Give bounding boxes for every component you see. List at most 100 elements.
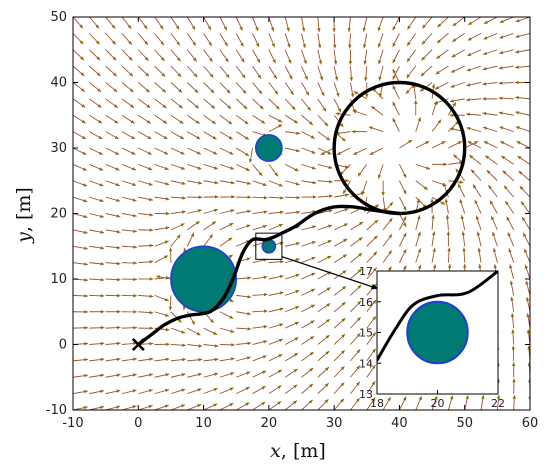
field-arrow-head (373, 251, 378, 256)
field-arrow-head (318, 60, 323, 65)
field-arrow-head (524, 264, 529, 269)
field-arrow-head (507, 232, 511, 237)
field-arrow-head (526, 329, 530, 334)
field-arrow-head (246, 356, 251, 360)
field-arrow-head (515, 65, 519, 69)
field-arrow-head (453, 154, 458, 159)
field-arrow-head (181, 166, 186, 170)
field-arrow-head (319, 76, 324, 81)
field-arrow-head (347, 28, 352, 32)
field-arrow-head (148, 166, 153, 171)
inset-y-tick-label: 14 (359, 357, 373, 370)
field-arrow-head (147, 151, 152, 155)
field-arrow-head (302, 44, 306, 48)
field-arrow-head (392, 69, 396, 74)
field-arrow-head (483, 126, 487, 130)
y-tick-label: 10 (50, 272, 67, 287)
field-arrow-head (182, 210, 186, 214)
field-arrow-head (96, 56, 101, 61)
field-arrow-head (156, 275, 161, 279)
field-arrow-head (193, 73, 198, 78)
field-arrow-head (349, 77, 354, 82)
field-arrow-head (336, 92, 340, 97)
field-arrow-head (197, 388, 202, 392)
field-arrow-head (482, 67, 487, 71)
field-arrow-head (112, 72, 117, 77)
x-tick-label: 40 (391, 416, 408, 431)
field-arrow-head (524, 248, 528, 253)
field-arrow-head (288, 59, 292, 64)
field-arrow-head (307, 106, 311, 111)
field-arrow-head (322, 107, 327, 112)
field-arrow-head (327, 255, 332, 260)
field-arrow-head (198, 195, 203, 199)
field-arrow-head (115, 151, 120, 155)
field-arrow-head (351, 129, 356, 134)
zoom-arrow (281, 256, 380, 290)
field-arrow-head (363, 60, 367, 65)
field-arrow-head (467, 141, 472, 145)
field-arrow-head (209, 57, 213, 62)
field-arrow-head (210, 89, 215, 94)
field-arrow-head (515, 34, 520, 38)
field-arrow-head (358, 253, 363, 257)
field-arrow-head (144, 41, 148, 45)
field-arrow-head (378, 76, 382, 81)
field-arrow-head (240, 42, 244, 47)
field-arrow-head (247, 311, 252, 316)
field-arrow-head (163, 120, 168, 124)
field-arrow-head (498, 96, 503, 100)
field-arrow-head (132, 357, 137, 361)
field-arrow-head (212, 135, 217, 140)
field-arrow-head (372, 267, 377, 272)
field-arrow-head (163, 255, 168, 259)
field-arrow-head (209, 318, 214, 323)
field-arrow-head (414, 100, 418, 104)
field-arrow-head (228, 237, 233, 242)
field-arrow-head (515, 126, 520, 130)
field-arrow-head (95, 24, 100, 29)
field-arrow-head (374, 219, 379, 224)
y-axis-ticks: -10 0 10 20 30 40 50 (46, 10, 530, 418)
field-arrow-head (182, 196, 186, 200)
field-arrow-head (229, 151, 234, 155)
field-arrow-head (309, 367, 314, 372)
field-arrow-head (290, 90, 294, 95)
field-arrow-head (149, 373, 153, 377)
inset-content (377, 271, 498, 365)
start-marker-symbol: × (129, 333, 147, 358)
field-arrow-head (181, 181, 186, 185)
field-arrow-head (114, 119, 119, 124)
field-arrow-head (133, 261, 137, 265)
field-arrow-head (371, 364, 376, 369)
field-arrow-head (420, 87, 424, 92)
field-arrow-head (325, 351, 330, 355)
field-arrow-head (449, 113, 454, 117)
field-arrow-head (378, 93, 383, 98)
field-arrow-head (510, 296, 514, 301)
zoom-box-rect (255, 232, 283, 260)
field-arrow-head (193, 57, 197, 62)
field-arrow-head (482, 97, 486, 101)
field-arrow-head (257, 74, 262, 79)
field-arrow-head (350, 93, 355, 98)
field-arrow-head (84, 278, 88, 282)
field-arrow-head (192, 41, 196, 46)
field-arrow-head (181, 388, 186, 392)
field-arrow-head (482, 111, 487, 116)
field-arrow-head (258, 171, 263, 176)
field-arrow-head (407, 25, 411, 30)
field-arrow-head (83, 198, 88, 203)
field-arrow-head (337, 151, 342, 155)
field-arrow-head (209, 234, 213, 239)
field-arrow-head (100, 262, 105, 266)
field-arrow-head (80, 88, 85, 92)
field-arrow-head (277, 369, 282, 374)
field-arrow-head (467, 52, 472, 56)
field-arrow-head (474, 199, 478, 204)
field-arrow-head (256, 58, 260, 63)
field-arrow-head (483, 141, 488, 145)
field-arrow-head (403, 206, 407, 211)
field-arrow-head (498, 111, 503, 115)
field-arrow-head (80, 72, 85, 76)
